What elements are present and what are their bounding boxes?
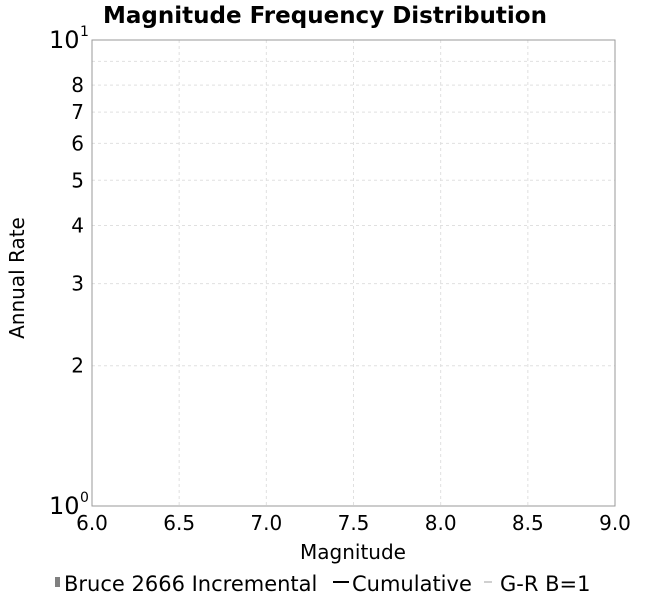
chart-title: Magnitude Frequency Distribution <box>103 3 547 29</box>
x-tick-label: 6.5 <box>163 511 195 535</box>
x-tick-label: 6.0 <box>76 511 108 535</box>
y-tick-label: 3 <box>71 272 84 296</box>
x-axis-ticks: 6.0 6.5 7.0 7.5 8.0 8.5 9.0 <box>76 511 631 535</box>
legend-label: G-R B=1 <box>500 572 590 596</box>
y-major-tick-label: 10 <box>49 492 80 520</box>
x-tick-label: 7.0 <box>250 511 282 535</box>
y-major-tick-exponent: 0 <box>80 490 89 506</box>
grid-lines <box>92 40 615 506</box>
y-major-tick-label: 10 <box>49 26 80 54</box>
y-tick-label: 5 <box>71 168 84 192</box>
x-tick-label: 8.5 <box>512 511 544 535</box>
y-tick-label: 8 <box>71 73 84 97</box>
y-axis-label: Annual Rate <box>5 217 29 339</box>
legend-label: Cumulative <box>352 572 472 596</box>
legend-swatch-incremental <box>55 577 60 587</box>
legend-label: Bruce 2666 Incremental <box>64 572 317 596</box>
x-tick-label: 9.0 <box>599 511 631 535</box>
legend: Bruce 2666 Incremental Cumulative G-R B=1 <box>55 572 590 596</box>
plot-area <box>91 39 616 507</box>
y-tick-label: 6 <box>71 131 84 155</box>
y-major-tick-exponent: 1 <box>80 24 89 40</box>
y-tick-label: 7 <box>71 100 84 124</box>
x-axis-label: Magnitude <box>300 540 406 564</box>
x-tick-label: 7.5 <box>338 511 370 535</box>
y-tick-label: 4 <box>71 213 84 237</box>
y-tick-label: 2 <box>71 354 84 378</box>
x-tick-label: 8.0 <box>425 511 457 535</box>
